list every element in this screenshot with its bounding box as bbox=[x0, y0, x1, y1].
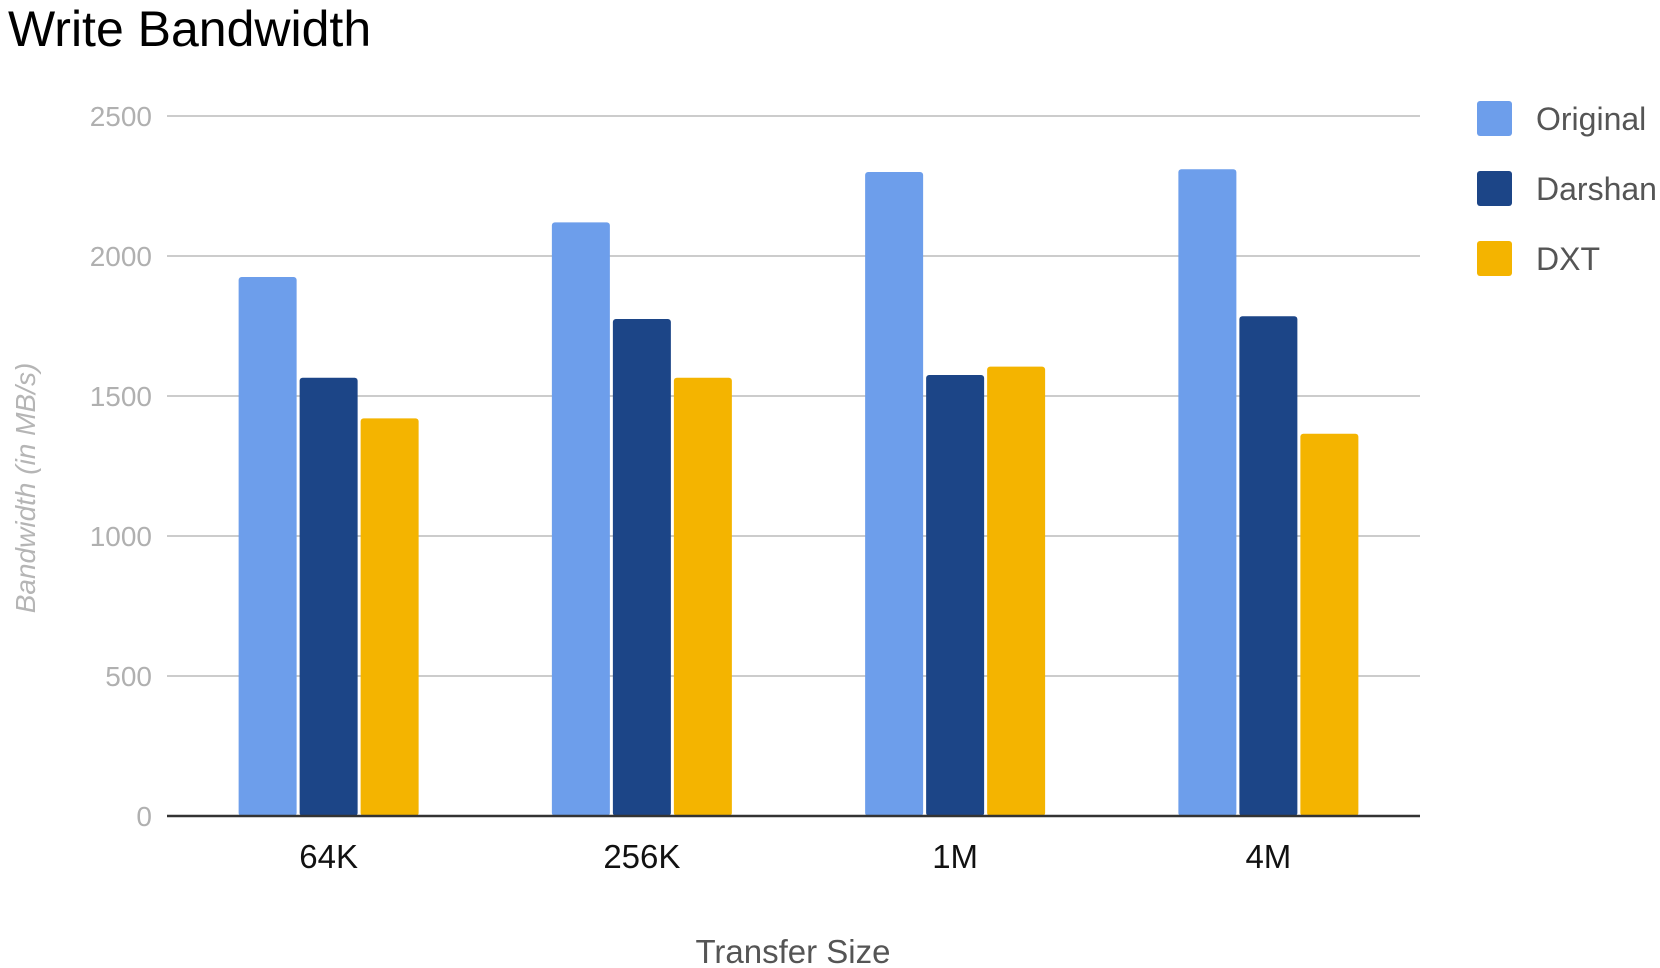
bar-darshan-1m bbox=[926, 375, 985, 816]
bar-original-256k bbox=[551, 222, 610, 816]
bar-original-4m bbox=[1178, 169, 1237, 816]
chart-title: Write Bandwidth bbox=[8, 1, 371, 57]
bar-dxt-256k bbox=[673, 377, 732, 816]
legend-swatch-darshan bbox=[1477, 171, 1512, 206]
x-tick-label: 1M bbox=[932, 838, 978, 875]
y-tick-label: 1000 bbox=[90, 521, 152, 552]
x-axis-label: Transfer Size bbox=[695, 933, 890, 968]
legend-swatch-dxt bbox=[1477, 241, 1512, 276]
y-tick-label: 2500 bbox=[90, 101, 152, 132]
bar-dxt-4m bbox=[1300, 433, 1359, 816]
legend-label-original: Original bbox=[1536, 101, 1646, 137]
x-tick-label: 4M bbox=[1245, 838, 1291, 875]
legend-swatch-original bbox=[1477, 101, 1512, 136]
bar-dxt-1m bbox=[987, 366, 1046, 816]
legend: Original Darshan DXT bbox=[1477, 101, 1657, 277]
y-axis-label: Bandwidth (in MB/s) bbox=[10, 363, 41, 614]
bar-darshan-64k bbox=[299, 377, 358, 816]
y-tick-label: 1500 bbox=[90, 381, 152, 412]
x-tick-label: 256K bbox=[603, 838, 680, 875]
bar-original-64k bbox=[238, 277, 297, 816]
x-axis-ticks: 64K 256K 1M 4M bbox=[299, 838, 1291, 875]
legend-label-dxt: DXT bbox=[1536, 241, 1600, 277]
bar-dxt-64k bbox=[360, 418, 419, 816]
bars bbox=[238, 169, 1359, 816]
y-tick-label: 500 bbox=[105, 661, 152, 692]
x-tick-label: 64K bbox=[299, 838, 358, 875]
bar-darshan-4m bbox=[1239, 316, 1298, 816]
bar-darshan-256k bbox=[612, 319, 671, 816]
y-tick-label: 2000 bbox=[90, 241, 152, 272]
y-tick-label: 0 bbox=[136, 801, 152, 832]
y-axis-ticks: 0 500 1000 1500 2000 2500 bbox=[90, 101, 152, 832]
bar-original-1m bbox=[865, 172, 924, 816]
legend-label-darshan: Darshan bbox=[1536, 171, 1657, 207]
